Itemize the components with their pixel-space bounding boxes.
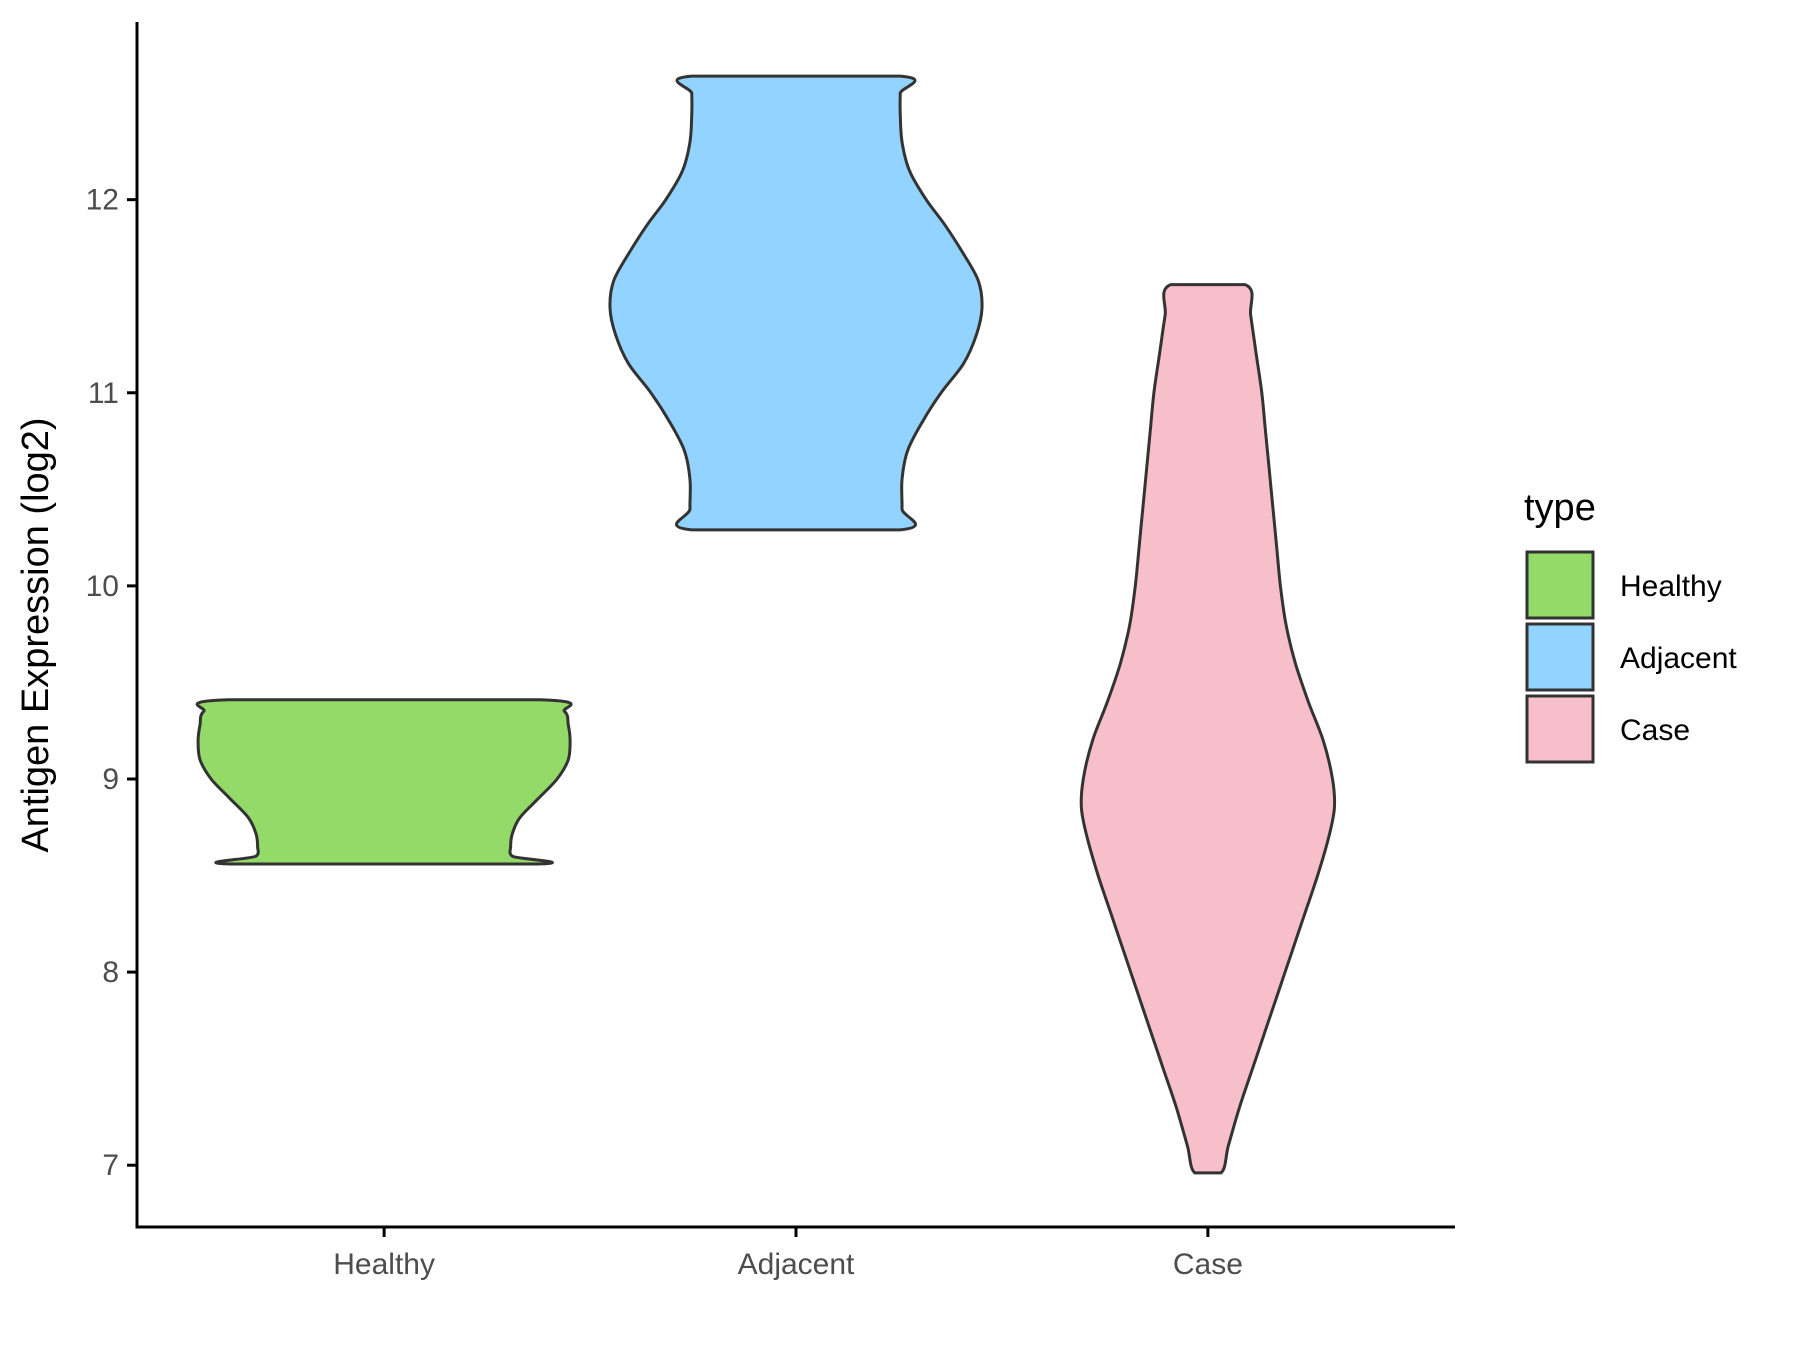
legend-key-adjacent [1525, 622, 1595, 692]
axes-layer: 7 8 9 10 11 12 Healthy Adjacent Case [86, 22, 1455, 1281]
x-tick-label: Adjacent [738, 1248, 855, 1281]
legend-key-healthy [1525, 550, 1595, 620]
legend-title: type [1524, 487, 1596, 529]
y-tick-label: 12 [86, 184, 119, 217]
violin-adjacent [608, 74, 984, 532]
x-tick-label: Case [1173, 1248, 1243, 1281]
legend: type Healthy Adjacent Case [1524, 487, 1737, 764]
violin-healthy [195, 698, 573, 866]
legend-label-case: Case [1620, 714, 1690, 747]
legend-key-case [1525, 694, 1595, 764]
violin-case [1079, 283, 1337, 1175]
y-tick-label: 11 [88, 377, 119, 410]
legend-label-healthy: Healthy [1620, 570, 1722, 603]
legend-label-adjacent: Adjacent [1620, 642, 1737, 675]
y-tick-label: 7 [102, 1149, 119, 1182]
y-tick-label: 8 [102, 956, 119, 989]
y-axis-title: Antigen Expression (log2) [15, 417, 57, 852]
violins-layer [195, 74, 1337, 1175]
y-tick-label: 10 [86, 570, 119, 603]
x-tick-label: Healthy [333, 1248, 435, 1281]
y-tick-label: 9 [102, 763, 119, 796]
